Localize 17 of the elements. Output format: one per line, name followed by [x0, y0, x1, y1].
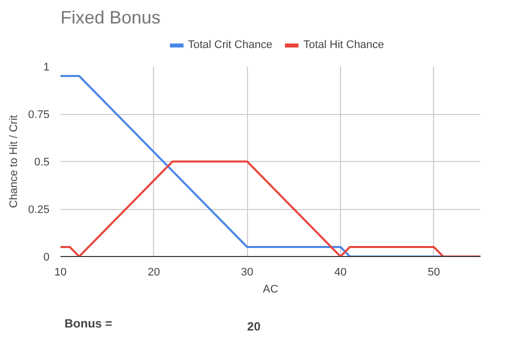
x-tick-label: 40: [334, 266, 347, 278]
x-tick-label: 10: [54, 266, 67, 278]
x-axis-title: AC: [262, 284, 278, 296]
x-tick-label: 20: [148, 266, 160, 278]
chart-title: Fixed Bonus: [60, 8, 161, 28]
y-axis-title: Chance to Hit / Crit: [8, 115, 20, 208]
y-tick-label: 1: [43, 62, 50, 74]
legend-label: Total Hit Chance: [303, 39, 384, 51]
y-tick-label: 0.5: [34, 156, 50, 168]
x-tick-label: 30: [241, 266, 254, 278]
y-tick-label: 0: [43, 252, 50, 264]
text: 20: [247, 320, 261, 334]
y-tick-label: 0.75: [28, 109, 50, 121]
text: Bonus =: [64, 316, 112, 330]
y-tick-label: 0.25: [28, 204, 50, 216]
legend-label: Total Crit Chance: [188, 39, 272, 51]
x-tick-label: 50: [428, 266, 440, 278]
